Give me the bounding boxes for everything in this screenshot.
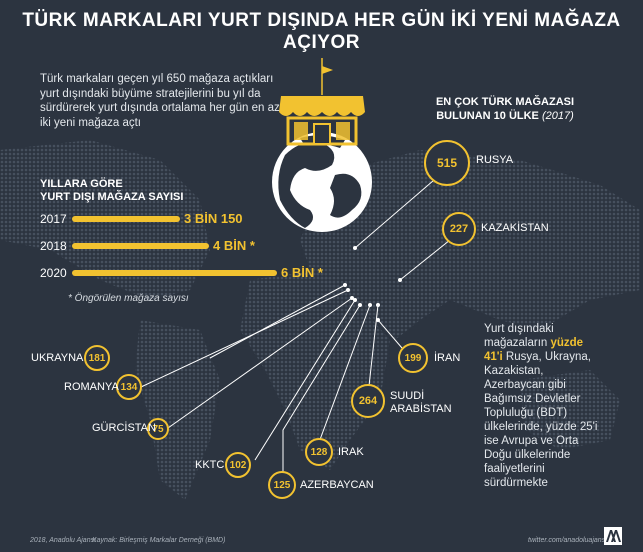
- right-text-part1: Yurt dışındaki mağazaların: [484, 323, 554, 349]
- country-name-rusya: RUSYA: [476, 154, 514, 166]
- country-circle-gurcistan: 75: [147, 418, 169, 440]
- top10-year: (2017): [541, 110, 574, 122]
- country-name-arabistan: ARABİSTAN: [390, 403, 452, 415]
- country-circle-irak: 128: [305, 438, 333, 466]
- bar: [72, 243, 209, 249]
- globe-icon: [272, 132, 372, 232]
- country-name-kktc: KKTC: [195, 459, 225, 471]
- years-title-line2: YURT DIŞI MAĞAZA SAYISI: [40, 191, 184, 203]
- country-circle-suudi-arabistan: 264: [351, 384, 385, 418]
- right-text-part2: Rusya, Ukrayna, Kazakistan, Azerbaycan g…: [484, 351, 598, 489]
- top10-line2: BULUNAN 10 ÜLKE: [436, 110, 539, 122]
- country-name-iran: İRAN: [434, 352, 461, 364]
- intro-text: Türk markaları geçen yıl 650 mağaza açtı…: [40, 73, 280, 129]
- country-circle-iran: 199: [398, 343, 428, 373]
- country-name-gurcistan: GÜRCİSTAN: [92, 422, 156, 434]
- bar-year: 2020: [40, 266, 67, 280]
- store-icon: [279, 58, 365, 146]
- country-name-kazakistan: KAZAKİSTAN: [481, 222, 549, 234]
- country-name-suudi: SUUDİ: [390, 390, 425, 402]
- bar-year: 2017: [40, 212, 67, 226]
- country-circle-ukrayna: 181: [84, 345, 110, 371]
- top10-line1: EN ÇOK TÜRK MAĞAZASI: [435, 96, 575, 108]
- country-name-romanya: ROMANYA: [64, 381, 119, 393]
- bar: [72, 270, 277, 276]
- country-circle-kktc: 102: [225, 452, 251, 478]
- footer-copyright: 2018, Anadolu Ajansı: [30, 537, 97, 544]
- years-title-line1: YILLARA GÖRE: [40, 178, 123, 190]
- country-name-ukrayna: UKRAYNA: [31, 352, 84, 364]
- right-text-highlight: yüzde 41'i: [484, 337, 584, 363]
- footer-twitter: twitter.com/anadoluajansi: [528, 537, 607, 544]
- country-circle-romanya: 134: [116, 374, 142, 400]
- country-circle-rusya: 515: [424, 140, 470, 186]
- bar: [72, 216, 180, 222]
- connector-dots: [343, 246, 402, 322]
- country-circle-kazakistan: 227: [442, 212, 476, 246]
- bar-value-label: 3 BİN 150: [184, 211, 243, 226]
- bar-value-label: 4 BİN *: [213, 238, 255, 253]
- page-title: TÜRK MARKALARI YURT DIŞINDA HER GÜN İKİ …: [22, 10, 621, 53]
- footnote: * Öngörülen mağaza sayısı: [68, 293, 189, 304]
- right-description: Yurt dışındaki mağazaların yüzde 41'i Ru…: [484, 322, 604, 490]
- footer-source: Kaynak: Birleşmiş Markalar Derneği (BMD): [92, 537, 226, 544]
- bar-year: 2018: [40, 239, 67, 253]
- flag-icon: [322, 66, 333, 74]
- country-circle-azerbaycan: 125: [268, 471, 296, 499]
- country-name-irak: IRAK: [338, 446, 364, 458]
- bar-value-label: 6 BİN *: [281, 265, 323, 280]
- country-name-azerbaycan: AZERBAYCAN: [300, 479, 374, 491]
- top10-heading: EN ÇOK TÜRK MAĞAZASI BULUNAN 10 ÜLKE (20…: [425, 95, 585, 123]
- aa-logo-icon: [604, 527, 622, 545]
- years-chart-title: YILLARA GÖRE YURT DIŞI MAĞAZA SAYISI: [40, 178, 183, 204]
- country-name-suudi-arabistan: SUUDİ ARABİSTAN: [390, 390, 452, 416]
